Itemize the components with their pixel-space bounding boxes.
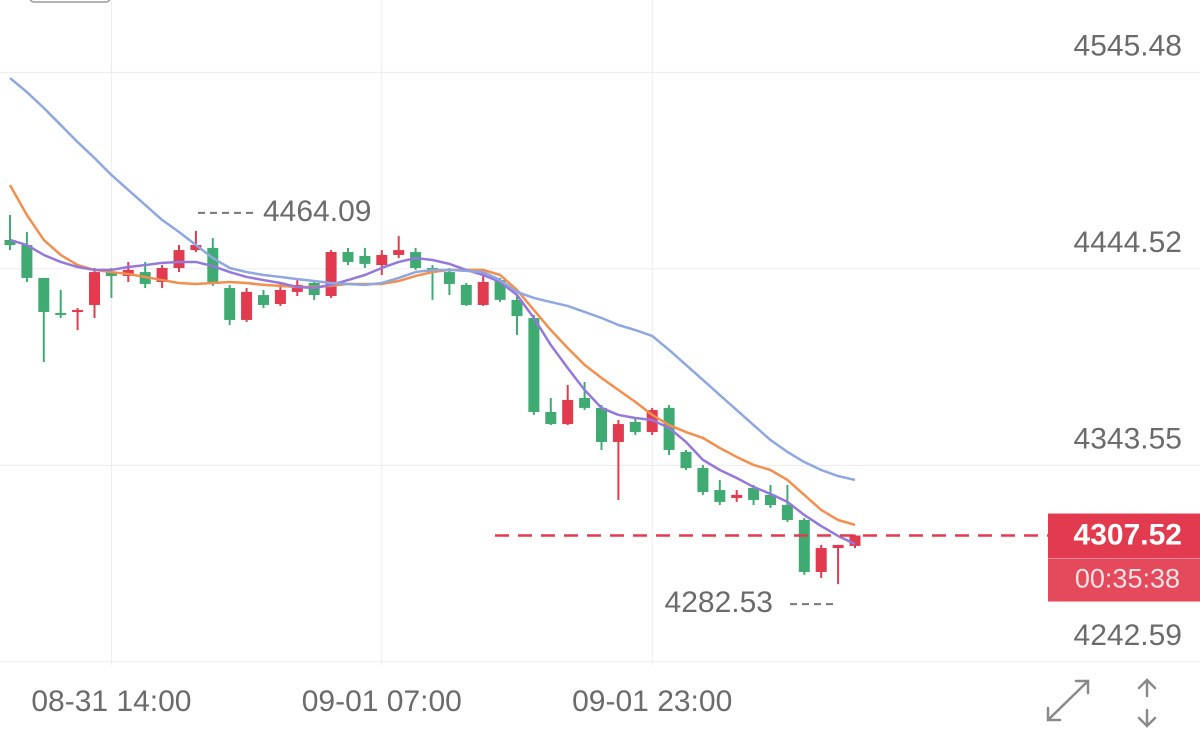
x-tick-label: 08-31 14:00 (31, 685, 191, 718)
candle-body (832, 544, 844, 549)
candle-body (21, 245, 33, 278)
y-tick-label: 4343.55 (1074, 422, 1182, 455)
candle-body (562, 399, 574, 425)
candle-body (748, 487, 760, 500)
candle-body (376, 254, 388, 266)
candle-body (511, 299, 523, 317)
expand-icon[interactable] (1046, 679, 1090, 722)
y-tick-label: 4444.52 (1074, 226, 1182, 259)
candle-body (849, 535, 861, 546)
countdown-label: 00:35:38 (1075, 564, 1180, 594)
candle-body (224, 288, 236, 320)
candle-body (258, 295, 269, 305)
candle-body (89, 272, 100, 305)
x-tick-label: 09-01 07:00 (302, 685, 462, 718)
scale-icon[interactable] (1137, 678, 1157, 728)
candle-body (579, 397, 591, 408)
moving-average-line (8, 184, 856, 527)
x-tick-label: 09-01 23:00 (572, 685, 732, 718)
candle-body (274, 289, 286, 304)
candle-body (4, 239, 16, 246)
candle-body (173, 250, 185, 268)
candle-body (798, 520, 810, 572)
moving-average-line (9, 238, 856, 546)
countdown-badge (1048, 558, 1200, 602)
candle-body (156, 267, 168, 282)
candle-body (612, 424, 624, 442)
candle-body (714, 490, 726, 502)
candle-body (105, 272, 117, 276)
candle-body (815, 548, 827, 572)
candle-body (241, 291, 253, 320)
candle-body (359, 255, 371, 264)
top-button[interactable] (29, 0, 111, 3)
candle-body (72, 310, 84, 313)
candle-body (629, 421, 641, 433)
candle-body (55, 312, 67, 315)
candle-body (528, 318, 540, 413)
candle-body (342, 252, 354, 262)
candle-body (477, 281, 489, 305)
candle-body (596, 407, 607, 442)
moving-average-line (9, 77, 856, 482)
candle-body (393, 250, 405, 255)
y-tick-label: 4242.59 (1074, 619, 1182, 652)
candle-body (325, 252, 337, 297)
candle-body (410, 252, 422, 268)
candle-body (494, 280, 506, 300)
candle-body (731, 494, 743, 499)
candle-body (291, 284, 303, 292)
price-badge (1048, 513, 1200, 559)
candle-body (680, 451, 692, 469)
y-tick-label: 4545.48 (1074, 29, 1182, 62)
high-label: 4464.09 (263, 195, 371, 228)
candle-body (190, 245, 202, 251)
candle-body (38, 277, 50, 312)
candle-body (545, 412, 557, 425)
last-price-label: 4307.52 (1074, 518, 1182, 551)
candle-body (765, 494, 776, 506)
candle-body (443, 272, 455, 284)
candle-body (697, 468, 709, 492)
low-label: 4282.53 (665, 586, 773, 619)
candle-body (460, 284, 472, 305)
candle-body (781, 505, 793, 521)
